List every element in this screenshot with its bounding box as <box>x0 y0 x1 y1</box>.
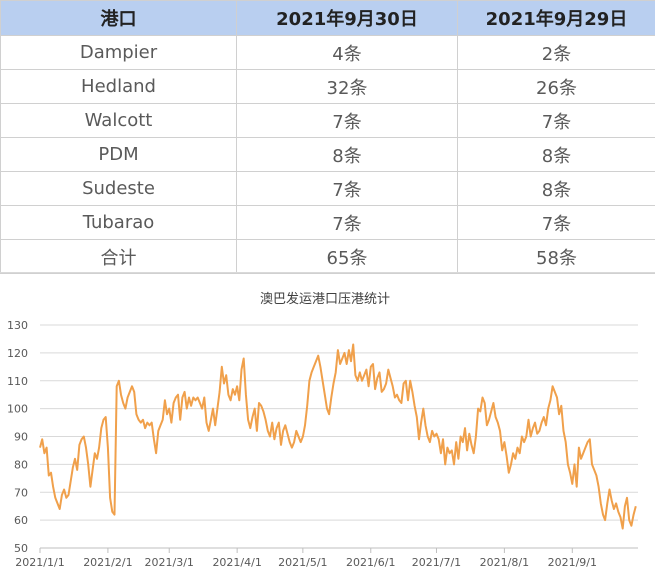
port-name: Walcott <box>1 104 237 138</box>
line-chart: 澳巴发运港口压港统计 50 60 70 80 90 100 110 120 130 2021/1/… <box>0 273 655 583</box>
x-tick-label: 2021/4/1 <box>212 556 261 569</box>
y-tick-label: 50 <box>14 542 28 555</box>
line-chart-container: 澳巴发运港口压港统计 50 60 70 80 90 100 110 120 130 2021/1/… <box>0 272 655 583</box>
y-tick-label: 60 <box>14 514 28 527</box>
axes: 50 60 70 80 90 100 110 120 130 2021/1/1 2021/2/1 20… <box>7 319 638 569</box>
table-row: Sudeste 7条 8条 <box>1 172 655 206</box>
port-name: Hedland <box>1 70 237 104</box>
y-tick-label: 110 <box>7 375 28 388</box>
table-header-row: 港口 2021年9月30日 2021年9月29日 <box>1 1 655 36</box>
x-tick-label: 2021/8/1 <box>480 556 529 569</box>
y-tick-label: 70 <box>14 486 28 499</box>
y-tick-label: 120 <box>7 347 28 360</box>
y-tick-label: 130 <box>7 319 28 332</box>
x-tick-label: 2021/5/1 <box>278 556 327 569</box>
table-total-row: 合计 65条 58条 <box>1 240 655 274</box>
x-tick-label: 2021/6/1 <box>346 556 395 569</box>
total-sep30: 65条 <box>237 240 458 274</box>
count-sep30: 7条 <box>237 206 458 240</box>
x-tick-label: 2021/1/1 <box>15 556 64 569</box>
port-name: Dampier <box>1 36 237 70</box>
table-row: Walcott 7条 7条 <box>1 104 655 138</box>
x-tick-label: 2021/7/1 <box>412 556 461 569</box>
count-sep29: 2条 <box>458 36 655 70</box>
count-sep29: 7条 <box>458 206 655 240</box>
table-row: Tubarao 7条 7条 <box>1 206 655 240</box>
header-date-sep30: 2021年9月30日 <box>237 1 458 36</box>
count-sep29: 8条 <box>458 172 655 206</box>
table-row: PDM 8条 8条 <box>1 138 655 172</box>
count-sep30: 4条 <box>237 36 458 70</box>
count-sep29: 8条 <box>458 138 655 172</box>
table-row: Dampier 4条 2条 <box>1 36 655 70</box>
x-tick-label: 2021/2/1 <box>83 556 132 569</box>
y-tick-label: 100 <box>7 403 28 416</box>
header-date-sep29: 2021年9月29日 <box>458 1 655 36</box>
port-congestion-table: 港口 2021年9月30日 2021年9月29日 Dampier 4条 2条 H… <box>0 0 655 274</box>
count-sep30: 7条 <box>237 104 458 138</box>
count-sep29: 7条 <box>458 104 655 138</box>
count-sep30: 32条 <box>237 70 458 104</box>
y-tick-label: 90 <box>14 431 28 444</box>
chart-title: 澳巴发运港口压港统计 <box>260 291 390 307</box>
table-row: Hedland 32条 26条 <box>1 70 655 104</box>
total-label: 合计 <box>1 240 237 274</box>
count-sep30: 7条 <box>237 172 458 206</box>
count-sep30: 8条 <box>237 138 458 172</box>
count-sep29: 26条 <box>458 70 655 104</box>
x-tick-label: 2021/9/1 <box>548 556 597 569</box>
header-port: 港口 <box>1 1 237 36</box>
port-name: Sudeste <box>1 172 237 206</box>
port-name: PDM <box>1 138 237 172</box>
port-name: Tubarao <box>1 206 237 240</box>
total-sep29: 58条 <box>458 240 655 274</box>
y-tick-label: 80 <box>14 458 28 471</box>
x-tick-label: 2021/3/1 <box>145 556 194 569</box>
